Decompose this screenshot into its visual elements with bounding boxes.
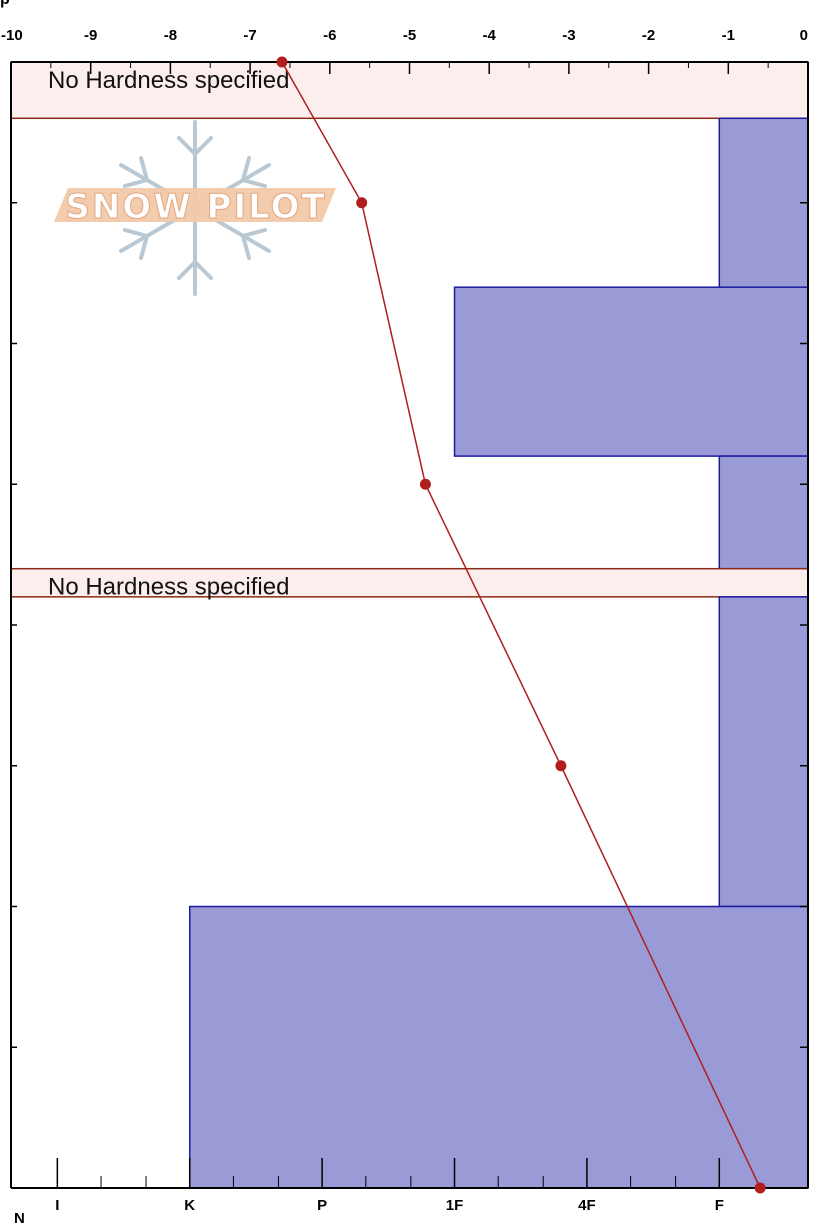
- snow-pilot-watermark: SNOW PILOT: [54, 120, 336, 296]
- hardness-layer-2: [453, 286, 809, 457]
- snowflake-stroke-3: [177, 136, 213, 157]
- hardness-tick-label-0: I: [55, 1197, 59, 1214]
- top-tick-label-9: -1: [722, 27, 735, 44]
- hardness-tick-label-5: F: [715, 1197, 724, 1214]
- top-tick-label-3: -7: [243, 27, 256, 44]
- layers-group: No Hardness specified No Hardness specifi…: [10, 61, 809, 1189]
- hardness-tick-label-2: P: [317, 1197, 327, 1214]
- top-tick-label-10: 0: [800, 27, 808, 44]
- watermark-banner: [54, 188, 336, 222]
- bottom-axis: I K P 1F 4F F: [55, 1158, 724, 1214]
- snowflake-stroke-5: [123, 156, 150, 188]
- top-tick-label-6: -4: [483, 27, 497, 44]
- temperature-point-0: [276, 56, 288, 68]
- hardness-layer-5: [718, 596, 809, 908]
- temperature-profile: [276, 56, 766, 1194]
- snowflake-stroke-7: [240, 156, 267, 188]
- snowflake-stroke-8: [123, 228, 150, 260]
- hardness-layer-1: [718, 117, 809, 288]
- hardness-tick-label-1: K: [184, 1197, 195, 1214]
- top-tick-label-0: -10: [1, 27, 23, 44]
- snowflake-stroke-6: [240, 228, 267, 260]
- temperature-point-3: [555, 760, 567, 772]
- unspecified-layer-label-0: No Hardness specified: [48, 67, 289, 94]
- footer-text: N: [14, 1210, 25, 1223]
- hardness-layer-6: [188, 905, 809, 1189]
- top-tick-label-1: -9: [84, 27, 97, 44]
- top-tick-label-8: -2: [642, 27, 655, 44]
- unspecified-layer-label-4: No Hardness specified: [48, 574, 289, 601]
- top-tick-label-4: -6: [323, 27, 336, 44]
- hardness-tick-label-3: 1F: [446, 1197, 464, 1214]
- watermark-text: SNOW PILOT: [65, 187, 326, 227]
- top-tick-label-5: -5: [403, 27, 416, 44]
- temperature-point-1: [356, 197, 368, 209]
- header-strip: p: [0, 0, 814, 14]
- hardness-layer-3: [718, 455, 809, 570]
- side-ticks: [11, 202, 808, 1048]
- temperature-point-2: [419, 478, 431, 490]
- top-tick-label-2: -8: [164, 27, 177, 44]
- header-text: p: [0, 0, 10, 9]
- top-axis: -10 -9 -8 -7 -6 -5 -4 -3 -2 -1 0: [1, 27, 809, 74]
- snowflake-stroke-4: [177, 259, 213, 280]
- temperature-point-4: [754, 1182, 766, 1194]
- hardness-tick-label-4: 4F: [578, 1197, 596, 1214]
- top-tick-label-7: -3: [562, 27, 575, 44]
